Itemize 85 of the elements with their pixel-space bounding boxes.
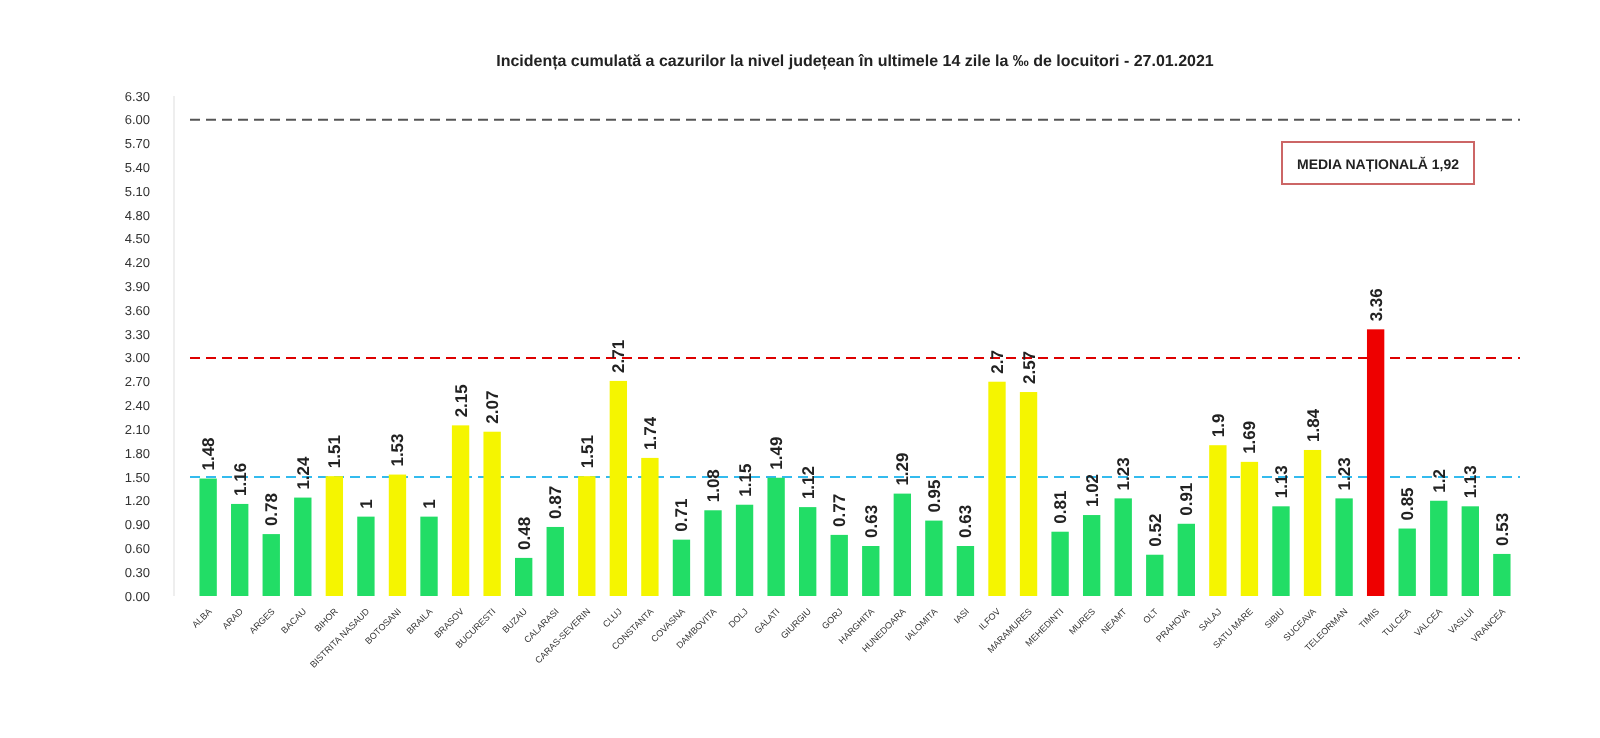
data-label: 1.9 [1207, 413, 1228, 438]
data-label: 1.29 [892, 451, 913, 486]
data-label: 0.53 [1491, 512, 1512, 546]
data-label: 2.15 [450, 383, 471, 418]
data-label: 0.81 [1050, 490, 1071, 524]
bar [704, 510, 722, 596]
data-label: 1.13 [1460, 464, 1481, 499]
bar [672, 539, 691, 596]
bar [1335, 498, 1353, 596]
data-label: 0.63 [955, 504, 976, 538]
bar [988, 381, 1006, 596]
data-label: 1 [419, 498, 440, 509]
data-label: 1.12 [797, 465, 818, 500]
bar [862, 546, 880, 596]
data-label: 1.49 [766, 436, 787, 470]
bar [798, 507, 817, 596]
data-label: 1.51 [324, 434, 345, 469]
data-label: 0.48 [513, 516, 534, 550]
bar [231, 503, 249, 596]
bar [1019, 392, 1038, 596]
data-label: 0.87 [545, 485, 566, 519]
data-label: 1.23 [1113, 456, 1134, 491]
bar [357, 516, 375, 596]
bar [388, 474, 407, 596]
bar [1461, 506, 1479, 596]
bar [1146, 554, 1164, 596]
bar [1272, 506, 1290, 596]
data-label: 1.48 [198, 436, 219, 471]
data-label: 1.08 [703, 468, 724, 503]
bar [420, 516, 438, 596]
data-label: 0.85 [1397, 486, 1418, 521]
data-label: 0.52 [1144, 513, 1165, 547]
bar [609, 380, 628, 596]
data-label: 0.95 [923, 478, 944, 513]
data-label: 2.57 [1018, 350, 1039, 385]
bar [515, 557, 533, 596]
data-label: 1.15 [734, 463, 755, 497]
bar [1209, 445, 1227, 596]
bar [1303, 449, 1322, 596]
bar [199, 478, 217, 596]
bar [830, 534, 848, 596]
data-label: 0.91 [1176, 482, 1197, 516]
bar [294, 497, 312, 596]
data-label: 2.7 [986, 349, 1007, 374]
data-label: 1.74 [639, 416, 660, 450]
chart-title: Incidența cumulată a cazurilor la nivel județean în ultimele 14 zile la ‰ de locuitori - 27.01.2021 [496, 52, 1215, 70]
bar [925, 520, 943, 596]
data-label: 0.71 [671, 498, 692, 532]
bar [767, 477, 785, 596]
data-label: 1.69 [1239, 420, 1260, 454]
bar [1177, 523, 1195, 596]
bar [578, 476, 596, 596]
data-label: 1 [355, 498, 376, 509]
data-label: 2.71 [608, 339, 629, 373]
data-label: 1.53 [387, 432, 408, 467]
bar [325, 476, 344, 596]
data-label: 1.23 [1334, 456, 1355, 491]
data-label: 1.84 [1302, 408, 1323, 442]
bar [546, 526, 564, 596]
bar [262, 534, 280, 596]
data-label: 1.51 [576, 434, 597, 469]
data-label: 0.63 [860, 504, 881, 538]
data-label: 1.02 [1081, 473, 1102, 508]
bar [641, 457, 659, 596]
data-label: 1.24 [292, 455, 313, 490]
data-label: 0.77 [829, 493, 850, 527]
data-label: 3.36 [1365, 287, 1386, 322]
bar [1240, 461, 1259, 596]
bar [1430, 500, 1448, 596]
bar [1398, 528, 1416, 596]
bar [956, 546, 975, 596]
bar [483, 431, 501, 596]
bar [1493, 553, 1511, 596]
bar [893, 493, 912, 596]
data-label: 1.2 [1428, 468, 1449, 493]
bar [1051, 531, 1069, 596]
bar [1366, 329, 1385, 596]
data-label: 1.16 [229, 462, 250, 496]
bar [1082, 515, 1101, 596]
data-label: 2.07 [482, 390, 503, 424]
data-label: 0.78 [261, 492, 282, 527]
bar [1114, 498, 1132, 596]
bar [451, 425, 470, 596]
bar [735, 504, 754, 596]
data-label: 1.13 [1270, 464, 1291, 499]
